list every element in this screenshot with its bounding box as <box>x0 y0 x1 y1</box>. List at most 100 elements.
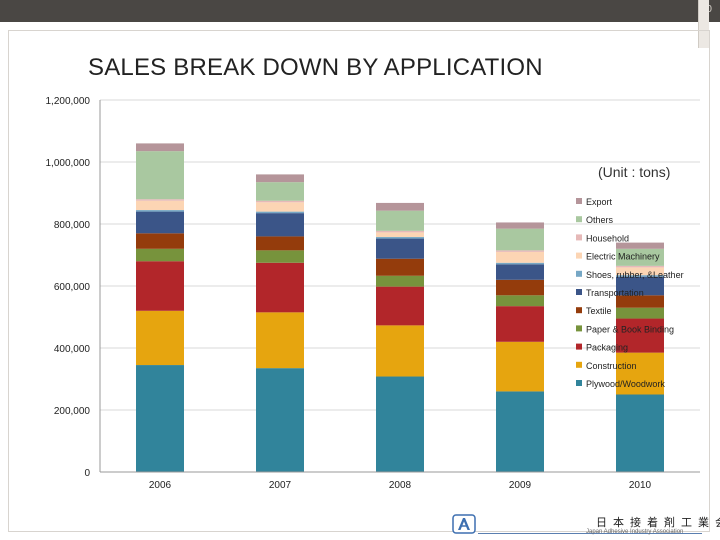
legend-swatch <box>576 380 582 386</box>
legend-label: Textile <box>586 306 612 316</box>
legend-swatch <box>576 307 582 314</box>
legend-swatch <box>576 252 582 259</box>
legend-swatch <box>576 325 582 332</box>
bar-segment <box>496 222 544 229</box>
bar-segment <box>496 295 544 307</box>
bar-segment <box>256 202 304 212</box>
legend-swatch <box>576 216 582 223</box>
bar-segment <box>256 262 304 313</box>
bar-segment <box>496 250 544 252</box>
bar-segment <box>496 251 544 263</box>
legend-label: Plywood/Woodwork <box>586 379 665 389</box>
legend-swatch <box>576 361 582 368</box>
slide-frame <box>8 30 710 532</box>
bar-segment <box>616 242 664 249</box>
bar-segment <box>376 275 424 287</box>
legend: Export Others Household Electric Machinery S… <box>576 197 684 389</box>
legend-swatch <box>576 234 582 241</box>
legend-label: Transportation <box>586 288 644 298</box>
organization-name-japanese: 日本接着剤工業会 <box>596 516 720 529</box>
legend-label: Paper & Book Binding <box>586 324 674 334</box>
bar-segment <box>376 230 424 233</box>
x-tick-label: 2006 <box>149 480 172 491</box>
footer-rule <box>478 533 702 534</box>
unit-label: (Unit : tons) <box>598 164 671 180</box>
page-title: SALES BREAK DOWN BY APPLICATION <box>88 54 543 81</box>
bar-segment <box>376 258 424 276</box>
legend-label: Household <box>586 233 629 243</box>
bar-segment <box>376 286 424 326</box>
bar-segment <box>136 151 184 200</box>
decorative-band <box>698 0 709 48</box>
bar-segment <box>136 143 184 152</box>
bar-segment <box>376 237 424 239</box>
y-tick-label: 400,000 <box>54 344 91 355</box>
bar-segment <box>376 210 424 231</box>
bar-segment <box>616 394 664 472</box>
bar-segment <box>136 310 184 366</box>
association-logo-icon <box>452 514 476 534</box>
bar-segment <box>496 306 544 342</box>
bar-segment <box>256 211 304 214</box>
legend-label: Others <box>586 215 614 225</box>
bars <box>136 143 664 472</box>
bar-segment <box>616 307 664 319</box>
bar-segment <box>496 228 544 251</box>
y-tick-label: 200,000 <box>54 406 91 417</box>
x-tick-label: 2010 <box>629 480 652 491</box>
x-tick-label: 2009 <box>509 480 532 491</box>
y-tick-label: 800,000 <box>54 220 91 231</box>
x-tick-label: 2008 <box>389 480 412 491</box>
bar-segment <box>136 261 184 311</box>
bar-segment <box>616 248 664 266</box>
bar-segment <box>616 318 664 353</box>
bar-segment <box>616 275 664 277</box>
legend-swatch <box>576 270 582 277</box>
bar-segment <box>376 325 424 377</box>
bar-segment <box>616 276 664 296</box>
x-tick-label: 2007 <box>269 480 292 491</box>
bar-segment <box>616 267 664 276</box>
bar-segment <box>496 341 544 392</box>
bar-segment <box>256 213 304 237</box>
bar-segment <box>256 236 304 251</box>
bar-segment <box>136 211 184 234</box>
legend-label: Electric Machinery <box>586 252 660 262</box>
bar-segment <box>136 210 184 212</box>
bar-segment <box>136 365 184 472</box>
bar-segment <box>136 233 184 249</box>
bar-segment <box>616 295 664 308</box>
y-tick-label: 1,200,000 <box>46 96 91 107</box>
bar-segment <box>376 238 424 259</box>
y-tick-label: 600,000 <box>54 282 91 293</box>
bar-segment <box>616 265 664 268</box>
y-tick-label: 0 <box>84 468 90 479</box>
bar-segment <box>376 376 424 472</box>
bar-segment <box>256 200 304 203</box>
legend-label: Packaging <box>586 343 628 353</box>
bar-segment <box>256 174 304 183</box>
legend-swatch <box>576 289 582 295</box>
bar-segment <box>256 182 304 201</box>
legend-swatch <box>576 198 582 204</box>
bar-segment <box>496 264 544 280</box>
bar-segment <box>256 312 304 369</box>
axes: 0 200,000 400,000 600,000 800,000 1,000,000 1,… <box>46 96 700 491</box>
bar-segment <box>496 262 544 265</box>
bar-segment <box>136 248 184 262</box>
bar-segment <box>496 391 544 472</box>
bar-segment <box>136 199 184 201</box>
bar-segment <box>256 368 304 472</box>
y-tick-label: 1,000,000 <box>46 158 91 169</box>
legend-label: Construction <box>586 361 637 371</box>
organization-name-english: Japan Adhesive Industry Association <box>586 529 684 535</box>
bar-segment <box>136 200 184 211</box>
bar-segment <box>376 202 424 211</box>
bar-segment <box>616 352 664 395</box>
bar-segment <box>256 250 304 263</box>
legend-swatch <box>576 343 582 350</box>
bar-segment <box>376 232 424 238</box>
legend-label: Shoes, rubber, &Leather <box>586 270 684 280</box>
legend-label: Export <box>586 197 613 207</box>
